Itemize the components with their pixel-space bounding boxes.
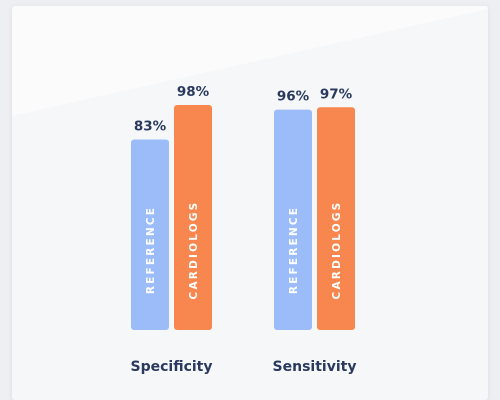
bar-series-label: REFERENCE xyxy=(288,206,300,294)
value-label: 98% xyxy=(177,84,210,100)
bar-reference-specificity xyxy=(131,139,169,330)
bar-cardiologs-specificity xyxy=(174,105,212,330)
value-label: 96% xyxy=(277,89,310,105)
bar-series-label: CARDIOLOGS xyxy=(331,201,343,300)
chart-card xyxy=(12,6,488,400)
bar-series-label: REFERENCE xyxy=(145,206,157,294)
bar-cardiologs-sensitivity xyxy=(317,107,355,330)
value-label: 97% xyxy=(320,86,353,102)
category-label-specificity: Specificity xyxy=(131,359,213,375)
value-label: 83% xyxy=(134,118,167,134)
bar-reference-sensitivity xyxy=(274,109,312,331)
card-background-shine xyxy=(12,6,488,116)
category-label-sensitivity: Sensitivity xyxy=(273,359,357,375)
bar-series-label: CARDIOLOGS xyxy=(188,201,200,300)
